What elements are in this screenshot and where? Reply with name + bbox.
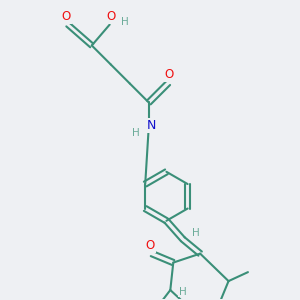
Text: H: H [179, 286, 187, 296]
Text: O: O [62, 10, 71, 23]
Text: H: H [192, 228, 200, 238]
Text: O: O [165, 68, 174, 81]
Text: N: N [146, 119, 156, 132]
Text: H: H [121, 16, 129, 27]
Text: O: O [106, 10, 116, 23]
Text: O: O [146, 239, 155, 252]
Text: H: H [132, 128, 140, 138]
